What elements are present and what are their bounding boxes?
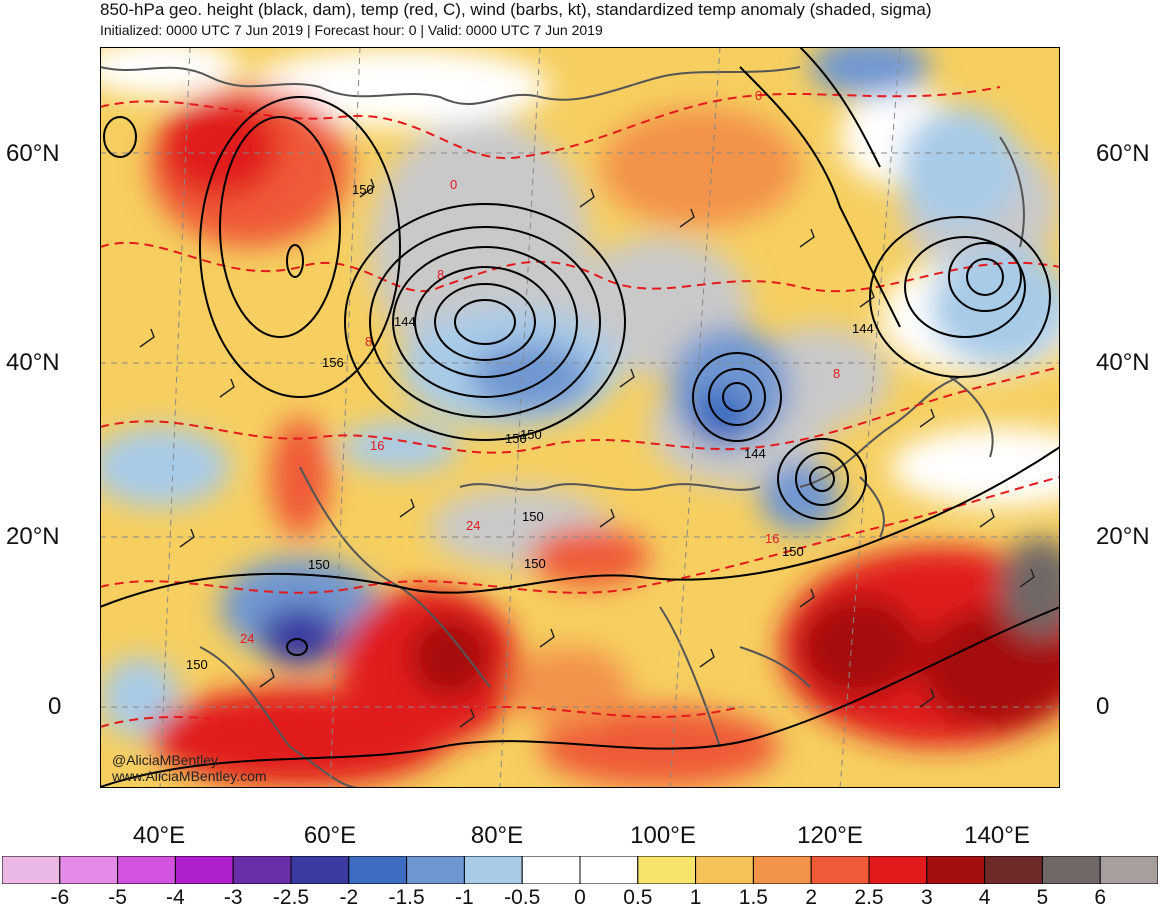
colorbar-swatch <box>752 856 812 884</box>
figure-subtitle: Initialized: 0000 UTC 7 Jun 2019 | Forec… <box>100 22 603 38</box>
temp-label: 8 <box>437 267 444 282</box>
height-label: 150 <box>308 557 330 572</box>
colorbar-tick-label: -0.5 <box>504 886 541 909</box>
colorbar-swatch <box>2 856 61 884</box>
height-label: 150 <box>524 556 546 571</box>
lat-label-right: 60°N <box>1096 140 1150 167</box>
colorbar-swatch <box>290 856 350 884</box>
colorbar-swatch <box>637 856 697 884</box>
map-frame <box>100 47 1060 788</box>
colorbar-swatch <box>1041 856 1101 884</box>
lon-label: 80°E <box>470 822 524 849</box>
colorbar-tick-label: 4 <box>978 886 991 909</box>
temp-label: 0 <box>755 88 762 103</box>
temp-label: 8 <box>833 366 840 381</box>
credit-handle: @AliciaMBentley <box>112 752 219 768</box>
colorbar-tick-label: 5 <box>1036 886 1049 909</box>
height-label: 150 <box>186 657 208 672</box>
temp-label: 24 <box>240 631 254 646</box>
temp-label: 16 <box>765 531 779 546</box>
lon-label: 100°E <box>630 822 696 849</box>
height-label: 144 <box>852 321 874 336</box>
colorbar-swatch <box>406 856 465 884</box>
colorbar-swatch <box>463 856 523 884</box>
colorbar-swatch <box>984 856 1043 884</box>
lat-label-right: 40°N <box>1096 349 1150 376</box>
contour-labels: 150 144 156 150 150 150 150 144 144 150 … <box>186 88 874 672</box>
colorbar-swatch <box>59 856 119 884</box>
colorbar-swatch <box>868 856 928 884</box>
wind-barbs <box>139 178 1035 728</box>
colorbar-swatch <box>117 856 176 884</box>
colorbar-tick-label: -1 <box>455 886 474 909</box>
height-label: 150 <box>520 427 542 442</box>
colorbar-tick-label: 6 <box>1094 886 1107 909</box>
colorbar-tick-label: 0 <box>574 886 586 909</box>
lon-label: 40°E <box>132 822 186 849</box>
colorbar-tick-label: -1.5 <box>388 886 425 909</box>
colorbar-tick-label: -2 <box>339 886 359 909</box>
temp-label: 24 <box>466 518 480 533</box>
lon-label: 140°E <box>964 822 1030 849</box>
height-label: 150 <box>782 544 804 559</box>
height-label: 150 <box>352 182 374 197</box>
colorbar-tick-label: 2.5 <box>854 886 884 909</box>
height-label: 150 <box>522 509 544 524</box>
height-label: 144 <box>744 446 766 461</box>
height-contours <box>100 47 1060 788</box>
colorbar-tick-label: 1 <box>689 886 702 909</box>
colorbar-swatch <box>174 856 234 884</box>
lat-label-left: 0 <box>48 693 62 720</box>
temp-label: 16 <box>370 438 384 453</box>
colorbar-swatch <box>1099 856 1158 884</box>
colorbar-swatch <box>926 856 986 884</box>
temp-label: 0 <box>450 177 457 192</box>
height-label: 150 <box>505 431 527 446</box>
colorbar-swatch <box>695 856 754 884</box>
height-label: 156 <box>322 355 344 370</box>
colorbar-swatch <box>579 856 639 884</box>
colorbar-tick-label: 1.5 <box>738 886 768 909</box>
lat-label-right: 0 <box>1096 693 1110 720</box>
lat-label-left: 60°N <box>6 140 60 167</box>
colorbar-tick-label: -3 <box>223 886 243 909</box>
lat-label-left: 20°N <box>6 523 60 550</box>
anomaly-shading <box>100 47 1060 787</box>
lon-label: 60°E <box>303 822 357 849</box>
figure-title: 850-hPa geo. height (black, dam), temp (… <box>100 0 932 19</box>
colorbar-tick-label: 3 <box>920 886 933 909</box>
colorbar-tick-label: 2 <box>805 886 818 909</box>
colorbar-tick-label: -2.5 <box>272 886 310 909</box>
height-label: 144 <box>394 314 416 329</box>
temperature-contours <box>100 86 1060 728</box>
colorbar-tick-label: -4 <box>166 886 185 909</box>
lat-label-right: 20°N <box>1096 523 1150 550</box>
colorbar-swatch <box>521 856 581 884</box>
temp-label: 8 <box>365 334 372 349</box>
colorbar-tick-label: 0.5 <box>623 886 653 909</box>
colorbar-swatch <box>348 856 408 884</box>
graticule <box>100 47 1060 788</box>
lat-label-left: 40°N <box>6 349 60 376</box>
credit-site: www.AliciaMBentley.com <box>112 768 267 784</box>
colorbar-swatch <box>810 856 870 884</box>
colorbar-tick-label: -5 <box>108 886 127 909</box>
lon-label: 120°E <box>797 822 863 849</box>
colorbar <box>2 856 1158 884</box>
colorbar-swatch <box>232 856 292 884</box>
weather-map: 150 144 156 150 150 150 150 144 144 150 … <box>100 47 1060 788</box>
colorbar-tick-label: -6 <box>50 886 70 909</box>
